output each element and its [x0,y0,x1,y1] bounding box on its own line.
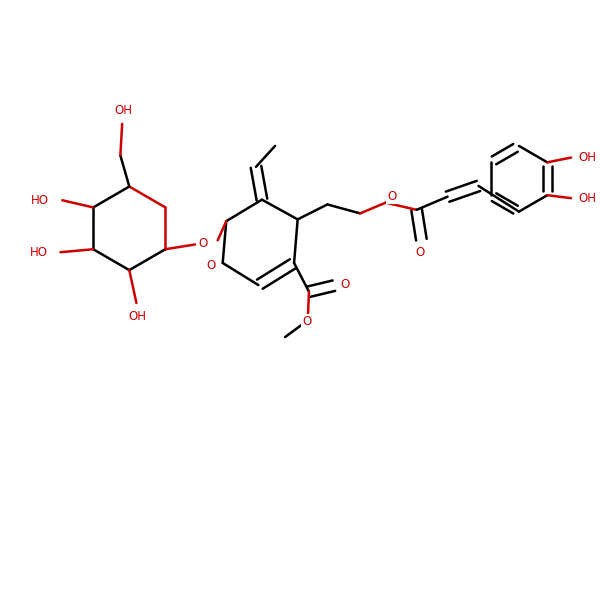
Text: OH: OH [115,104,133,117]
Text: OH: OH [579,191,597,205]
Text: OH: OH [128,310,146,323]
Text: HO: HO [31,194,49,207]
Text: O: O [302,315,311,328]
Text: OH: OH [579,151,597,164]
Text: O: O [387,190,396,203]
Text: O: O [206,259,215,272]
Text: O: O [416,247,425,259]
Text: HO: HO [29,246,47,259]
Text: O: O [198,237,208,250]
Text: O: O [340,278,349,291]
